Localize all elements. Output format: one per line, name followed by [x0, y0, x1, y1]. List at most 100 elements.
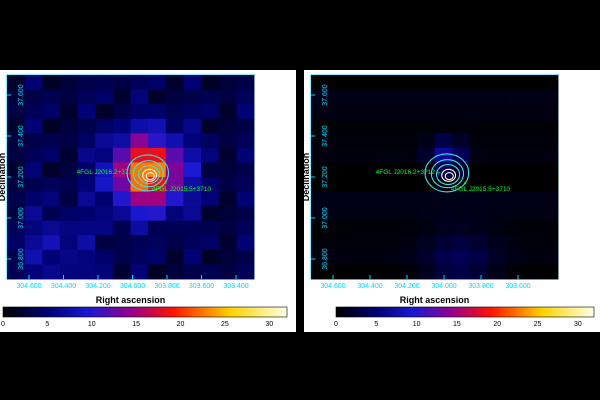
heatmap-cell [434, 235, 453, 251]
colorbar [335, 306, 595, 318]
heatmap-cell [328, 104, 347, 120]
heatmap-cell [505, 133, 524, 149]
heatmap-cell [452, 191, 471, 207]
contour-line [142, 168, 158, 182]
heatmap-cell [165, 162, 184, 178]
heatmap-cell [522, 249, 541, 265]
heatmap-cell [201, 206, 220, 222]
heatmap-cell [183, 220, 202, 236]
heatmap-cell [311, 249, 330, 265]
heatmap-cell [328, 177, 347, 192]
heatmap-cell [311, 235, 330, 251]
heatmap-cell [77, 133, 96, 149]
heatmap-cell [7, 75, 26, 90]
heatmap-cell [311, 118, 330, 134]
heatmap-cell [311, 264, 330, 280]
heatmap-cell [328, 147, 347, 163]
heatmap-cell [59, 191, 78, 207]
contours [126, 154, 170, 192]
heatmap-cell [434, 191, 453, 207]
heatmap-cell [218, 89, 237, 105]
heatmap-cell [416, 235, 435, 251]
heatmap-cell [346, 177, 365, 192]
heatmap-cell [42, 249, 61, 265]
right-chart: + × 4FGL J2016.2+3712 4FGL J2015.5+3710 37.6… [304, 74, 595, 328]
heatmap-cell [452, 264, 471, 280]
heatmap-cell [130, 75, 149, 90]
heatmap-cell [218, 133, 237, 149]
heatmap-cell [183, 133, 202, 149]
heatmap-cell [540, 75, 559, 90]
heatmap-cell [165, 75, 184, 90]
heatmap-cell [42, 147, 61, 163]
y-tick-label: 37.600 [322, 84, 329, 106]
heatmap-cell [77, 89, 96, 105]
heatmap-cell [363, 133, 382, 149]
heatmap-cell [346, 104, 365, 120]
heatmap-cell [59, 220, 78, 236]
heatmap-cell [112, 162, 131, 178]
heatmap-cell [540, 264, 559, 280]
heatmap-cell [311, 104, 330, 120]
contours [424, 153, 470, 193]
heatmap-cell [236, 191, 255, 207]
heatmap-cell [42, 104, 61, 120]
colorbar-tick-label: 0 [1, 321, 5, 328]
heatmap-cell [59, 147, 78, 163]
heatmap-cell [95, 235, 114, 251]
heatmap-cell [95, 133, 114, 149]
heatmap-cell [311, 133, 330, 149]
heatmap-cell [469, 177, 488, 192]
heatmap-cell [328, 235, 347, 251]
heatmap-cell [487, 191, 506, 207]
heatmap-cell [522, 206, 541, 222]
heatmap-cell [311, 191, 330, 207]
x-tick-label: 303.800 [468, 283, 493, 290]
heatmap-cell [452, 147, 471, 163]
heatmap-cell [236, 118, 255, 134]
heatmap-cell [42, 177, 61, 192]
heatmap-cell [112, 206, 131, 222]
heatmap-cell [95, 147, 114, 163]
heatmap-cell [201, 249, 220, 265]
heatmap-cell [95, 191, 114, 207]
x-tick-label: 304.400 [51, 283, 76, 290]
heatmap-cell [112, 75, 131, 90]
heatmap-cell [399, 133, 418, 149]
heatmap-cell [112, 264, 131, 280]
heatmap-cell [218, 264, 237, 280]
heatmap-cell [7, 147, 26, 163]
heatmap-cell [399, 162, 418, 178]
heatmap-cell [399, 118, 418, 134]
heatmap-cell [201, 235, 220, 251]
heatmap-cell [165, 118, 184, 134]
heatmap-cell [130, 133, 149, 149]
heatmap-cell [381, 133, 400, 149]
colorbar-tick-label: 5 [45, 321, 49, 328]
contour-line [436, 163, 461, 186]
heatmap-cell [112, 177, 131, 192]
colorbar-tick-label: 30 [265, 321, 273, 328]
heatmap-cell [522, 75, 541, 90]
heatmap-cell [399, 104, 418, 120]
heatmap-cell [42, 235, 61, 251]
heatmap-cell [452, 89, 471, 105]
heatmap-cell [148, 235, 167, 251]
heatmap-cell [95, 177, 114, 192]
heatmap-cell [24, 162, 43, 178]
x-tick-label: 304.600 [16, 283, 41, 290]
heatmap-cell [183, 118, 202, 134]
heatmap-cell [381, 264, 400, 280]
colorbar-tick-label: 30 [574, 321, 582, 328]
heatmap-cell [218, 147, 237, 163]
heatmap-cell [218, 104, 237, 120]
heatmap-cell [522, 89, 541, 105]
heatmap-cell [201, 147, 220, 163]
heatmap-cell [399, 75, 418, 90]
heatmap-cell [487, 104, 506, 120]
heatmap-cell [201, 162, 220, 178]
heatmap-cell [469, 104, 488, 120]
heatmap-cell [540, 89, 559, 105]
heatmap-cell [469, 75, 488, 90]
heatmap-cell [416, 147, 435, 163]
